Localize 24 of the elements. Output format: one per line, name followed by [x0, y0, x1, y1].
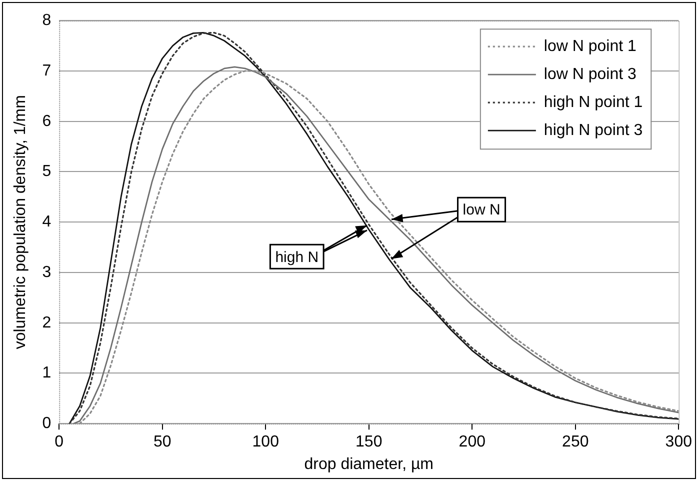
x-tick-label: 100	[252, 434, 280, 451]
x-tick-label: 0	[54, 434, 64, 451]
x-tick-label: 300	[665, 434, 692, 451]
y-tick-label: 0	[42, 415, 52, 432]
y-tick-label: 7	[42, 62, 52, 80]
y-tick-label: 2	[42, 314, 52, 332]
legend-label: high N point 1	[544, 94, 643, 112]
y-tick-label: 5	[42, 163, 52, 180]
x-tick-label: 50	[153, 434, 172, 451]
y-tick-label: 4	[42, 214, 52, 231]
annotation: low N	[462, 202, 500, 219]
x-axis-title: drop diameter, µm	[304, 456, 434, 473]
legend-label: high N point 3	[544, 122, 643, 140]
annotation: high N	[275, 248, 319, 266]
x-tick-label: 250	[562, 434, 589, 451]
y-tick-label: 1	[42, 364, 52, 382]
y-axis-title: volumetric population density, 1/mm	[12, 95, 30, 350]
legend-label: low N point 1	[544, 38, 637, 56]
y-tick-label: 3	[42, 264, 52, 281]
x-tick-label: 150	[356, 434, 382, 451]
y-tick-label: 8	[42, 12, 52, 30]
x-tick-label: 200	[458, 434, 486, 451]
y-tick-label: 6	[42, 112, 52, 130]
legend-label: low N point 3	[544, 66, 637, 84]
